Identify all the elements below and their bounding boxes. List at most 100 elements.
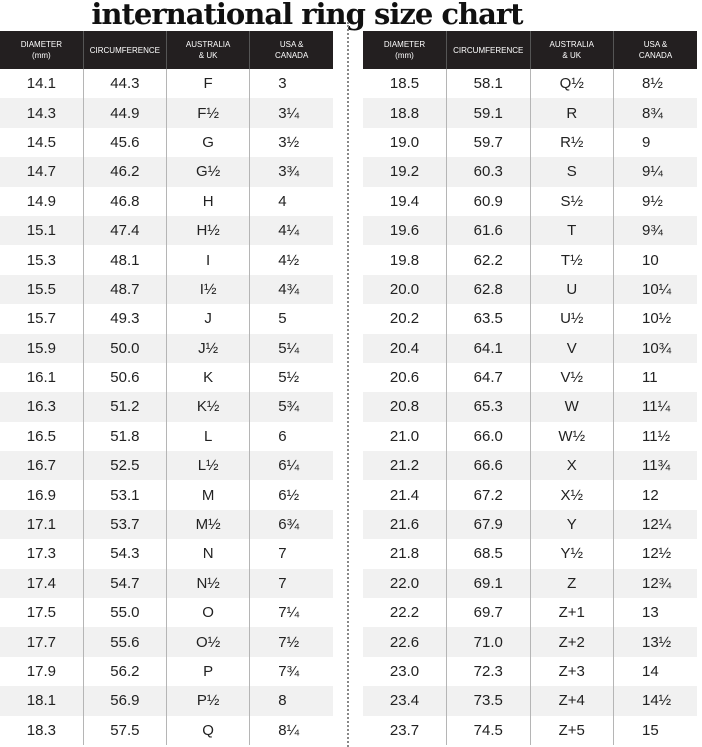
cell-diameter: 17.4: [0, 568, 84, 599]
cell-diameter: 16.3: [0, 392, 84, 422]
cell-circumference: 64.1: [446, 333, 530, 363]
cell-australia-uk: Y: [529, 509, 614, 540]
cell-australia-uk: G: [165, 127, 250, 158]
table-row: 19.6 61.6 T 9¾: [363, 215, 697, 246]
cell-circumference: 74.5: [446, 715, 530, 745]
cell-diameter: 18.5: [389, 75, 420, 93]
table-row: 15.7 49.3 J 5: [0, 304, 333, 334]
cell-australia-uk: N: [165, 539, 250, 569]
cell-circumference: 66.0: [446, 421, 530, 452]
cell-circumference: 69.7: [446, 598, 530, 628]
cell-circumference: 47.4: [82, 215, 167, 246]
cell-usa-canada: 3: [249, 69, 333, 99]
cell-circumference: 67.2: [446, 480, 530, 510]
cell-diameter: 21.0: [389, 427, 420, 445]
table-row: 14.1 44.3 F 3: [0, 69, 333, 99]
table-row: 15.1 47.4 H½ 4¼: [0, 215, 333, 246]
table-row: 22.0 69.1 Z 12¾: [363, 568, 697, 599]
cell-diameter: 17.9: [26, 663, 56, 680]
cell-australia-uk: Z: [529, 568, 614, 599]
cell-australia-uk: H: [165, 186, 250, 216]
cell-diameter: 16.7: [0, 451, 84, 481]
cell-diameter: 22.0: [363, 568, 447, 599]
cell-diameter: 14.3: [0, 98, 84, 128]
table-row: 17.4 54.7 N½ 7: [0, 568, 333, 599]
table-row: 18.8 59.1 R 8¾: [363, 98, 697, 128]
cell-usa-canada: 12: [613, 480, 697, 510]
cell-circumference: 50.6: [82, 362, 167, 393]
table-row: 16.1 50.6 K 5½: [0, 362, 333, 393]
cell-usa-canada: 9¾: [613, 215, 697, 246]
cell-circumference: 53.1: [82, 480, 167, 510]
page-title: international ring size chart: [91, 0, 523, 31]
table-row: 20.2 63.5 U½ 10½: [363, 304, 697, 334]
cell-diameter: 23.0: [389, 663, 420, 680]
cell-diameter: 17.7: [0, 627, 84, 657]
table-row: 19.2 60.3 S 9¼: [363, 157, 697, 187]
cell-australia-uk: X: [529, 451, 614, 481]
cell-usa-canada: 4¾: [249, 274, 333, 305]
cell-circumference: 60.9: [446, 186, 530, 216]
cell-australia-uk: V½: [529, 362, 614, 393]
cell-diameter: 16.1: [26, 369, 56, 387]
cell-circumference: 50.0: [82, 333, 167, 363]
cell-australia-uk: L: [165, 421, 250, 452]
table-row: 16.9 53.1 M 6½: [0, 480, 333, 510]
ring-size-table-left: DIAMETER (mm) CIRCUMFERENCE AUSTRALIA & UK…: [0, 31, 333, 745]
ring-size-table-right: DIAMETER (mm) CIRCUMFERENCE AUSTRALIA & UK…: [363, 31, 697, 745]
cell-circumference: 53.7: [82, 509, 167, 540]
cell-circumference: 46.8: [82, 186, 167, 216]
cell-diameter: 20.6: [389, 369, 420, 387]
table-row: 17.5 55.0 O 7¼: [0, 598, 333, 628]
table-row: 17.1 53.7 M½ 6¾: [0, 509, 333, 540]
header-row: DIAMETER (mm) CIRCUMFERENCE AUSTRALIA & UK…: [363, 31, 697, 69]
cell-usa-canada: 10¼: [613, 274, 697, 305]
cell-australia-uk: U½: [529, 304, 614, 334]
cell-circumference: 66.6: [446, 451, 530, 481]
table-row: 18.3 57.5 Q 8¼: [0, 715, 333, 745]
cell-australia-uk: Z+4: [529, 686, 614, 716]
table-row: 23.7 74.5 Z+5 15: [363, 715, 697, 745]
cell-diameter: 14.9: [26, 192, 56, 210]
cell-usa-canada: 10½: [613, 304, 697, 334]
cell-circumference: 57.5: [82, 715, 167, 745]
cell-circumference: 59.7: [446, 127, 530, 158]
cell-diameter: 17.5: [26, 604, 56, 622]
cell-diameter: 14.1: [26, 75, 56, 93]
cell-circumference: 48.7: [82, 274, 167, 305]
cell-diameter: 22.2: [389, 604, 420, 622]
cell-diameter: 20.0: [363, 274, 447, 305]
cell-circumference: 46.2: [82, 157, 167, 187]
cell-australia-uk: Z+1: [529, 598, 614, 628]
cell-australia-uk: T: [529, 215, 614, 246]
cell-usa-canada: 12¼: [613, 509, 697, 540]
cell-usa-canada: 13: [613, 598, 697, 628]
cell-diameter: 16.5: [26, 427, 56, 445]
table-row: 15.5 48.7 I½ 4¾: [0, 274, 333, 305]
table-row: 20.8 65.3 W 11¼: [363, 392, 697, 422]
cell-usa-canada: 7¼: [249, 598, 333, 628]
column-header-usa-canada: USA & CANADA: [613, 31, 697, 69]
cell-circumference: 64.7: [446, 362, 530, 393]
cell-diameter: 15.9: [0, 333, 84, 363]
cell-usa-canada: 6¾: [249, 509, 333, 540]
cell-circumference: 44.9: [82, 98, 167, 128]
cell-circumference: 48.1: [82, 245, 167, 275]
column-header-circumference: CIRCUMFERENCE: [82, 31, 167, 69]
cell-australia-uk: Z+3: [529, 656, 614, 687]
cell-usa-canada: 9¼: [613, 157, 697, 187]
cell-circumference: 62.2: [446, 245, 530, 275]
cell-usa-canada: 5: [249, 304, 333, 334]
cell-australia-uk: Q: [165, 715, 250, 745]
cell-usa-canada: 4½: [249, 245, 333, 275]
cell-circumference: 51.8: [82, 421, 167, 452]
cell-australia-uk: K½: [165, 392, 250, 422]
cell-diameter: 19.4: [389, 192, 420, 210]
cell-usa-canada: 5½: [249, 362, 333, 393]
cell-usa-canada: 8¾: [613, 98, 697, 128]
cell-diameter: 19.2: [363, 157, 447, 187]
cell-circumference: 52.5: [82, 451, 167, 481]
cell-australia-uk: J: [165, 304, 250, 334]
cell-circumference: 56.2: [82, 656, 167, 687]
cell-circumference: 51.2: [82, 392, 167, 422]
